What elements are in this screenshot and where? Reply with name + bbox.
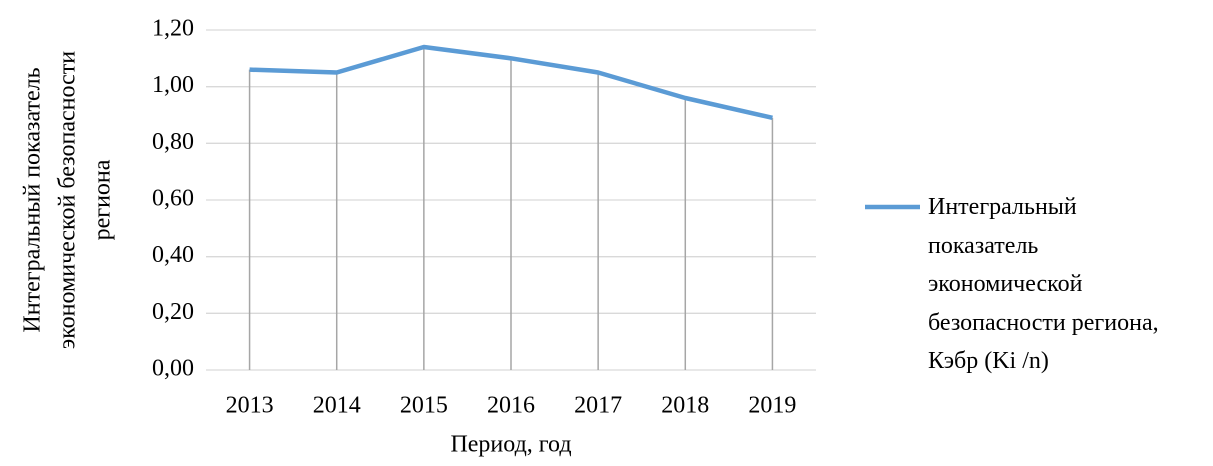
y-tick-label: 0,00 xyxy=(152,356,194,382)
x-tick-label: 2014 xyxy=(313,393,361,419)
y-axis-title: Интегральный показатель экономической бе… xyxy=(19,50,116,350)
series-line xyxy=(249,44,773,121)
x-tick-label: 2013 xyxy=(226,393,274,419)
legend-label: Интегральный показатель экономической бе… xyxy=(928,194,1159,374)
y-tick-label: 1,20 xyxy=(152,16,194,42)
y-tick-label: 1,00 xyxy=(152,72,194,98)
y-tick-label: 0,40 xyxy=(152,242,194,268)
x-tick-label: 2017 xyxy=(574,393,622,419)
x-tick-label: 2019 xyxy=(748,393,796,419)
x-tick-label: 2018 xyxy=(661,393,709,419)
y-tick-label: 0,60 xyxy=(152,186,194,212)
x-tick-label: 2016 xyxy=(487,393,535,419)
y-tick-label: 0,80 xyxy=(152,129,194,155)
x-axis-title: Период, год xyxy=(450,432,571,458)
y-tick-label: 0,20 xyxy=(152,299,194,325)
x-tick-label: 2015 xyxy=(400,393,448,419)
